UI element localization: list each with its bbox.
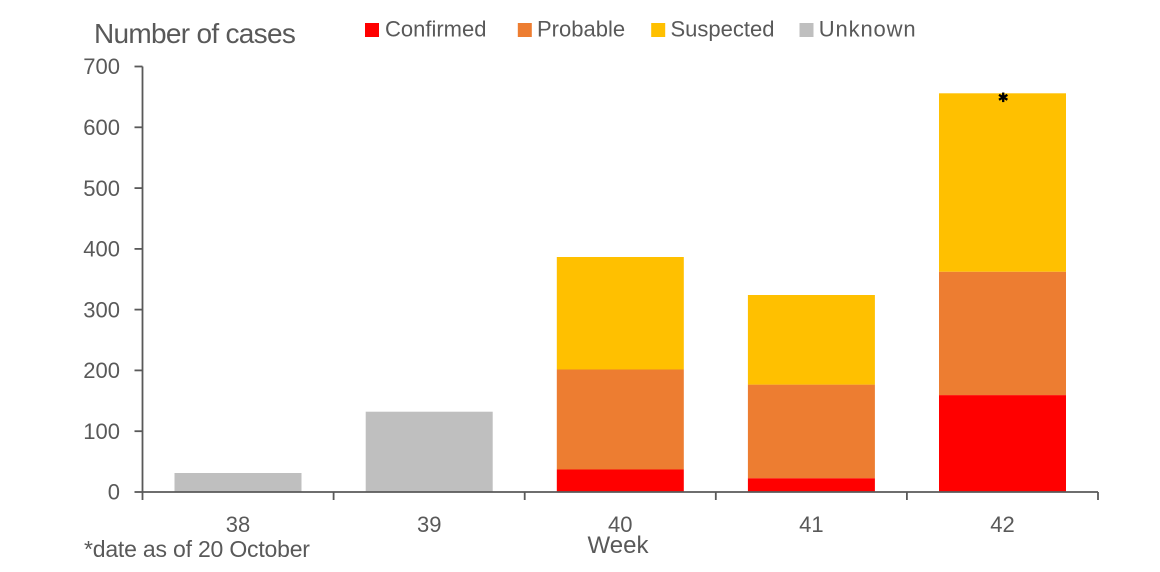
svg-text:500: 500: [83, 176, 120, 201]
svg-text:42: 42: [990, 512, 1014, 537]
svg-text:*date as of 20 October: *date as of 20 October: [84, 536, 310, 562]
svg-text:Week: Week: [588, 532, 650, 559]
svg-text:300: 300: [83, 297, 120, 322]
svg-text:39: 39: [417, 512, 441, 537]
svg-text:Number of cases: Number of cases: [94, 18, 295, 49]
svg-text:Probable: Probable: [537, 17, 625, 42]
svg-text:38: 38: [226, 512, 250, 537]
svg-text:Confirmed: Confirmed: [385, 17, 486, 42]
svg-text:41: 41: [799, 512, 823, 537]
svg-text:700: 700: [83, 54, 120, 79]
svg-text:40: 40: [608, 512, 632, 537]
svg-text:400: 400: [83, 237, 120, 262]
svg-text:100: 100: [83, 419, 120, 444]
svg-text:Unknown: Unknown: [819, 17, 917, 42]
svg-text:Suspected: Suspected: [671, 17, 775, 42]
svg-text:600: 600: [83, 115, 120, 140]
svg-text:200: 200: [83, 358, 120, 383]
svg-text:0: 0: [108, 480, 120, 505]
